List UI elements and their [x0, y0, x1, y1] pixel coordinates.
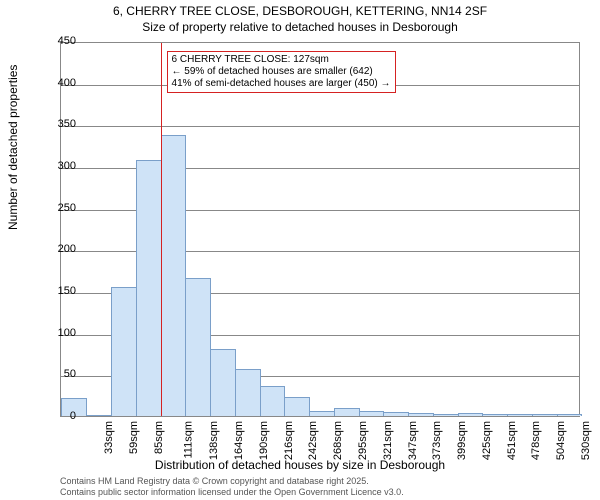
histogram-bar: [309, 411, 335, 416]
x-tick-label: 373sqm: [431, 421, 443, 460]
histogram-bar: [210, 349, 236, 416]
title-sub: Size of property relative to detached ho…: [0, 20, 600, 34]
histogram-bar: [408, 413, 434, 416]
x-tick-label: 399sqm: [456, 421, 468, 460]
footer-line-1: Contains HM Land Registry data © Crown c…: [60, 476, 369, 486]
x-tick-label: 138sqm: [209, 421, 221, 460]
x-tick-label: 425sqm: [481, 421, 493, 460]
x-tick-label: 451sqm: [506, 421, 518, 460]
histogram-bar: [532, 414, 558, 416]
x-tick-label: 295sqm: [357, 421, 369, 460]
histogram-bar: [334, 408, 360, 416]
histogram-bar: [86, 415, 112, 416]
x-tick-label: 530sqm: [580, 421, 592, 460]
histogram-bar: [111, 287, 137, 416]
annotation-line: 41% of semi-detached houses are larger (…: [172, 78, 391, 90]
histogram-bar: [284, 397, 310, 416]
x-tick-label: 216sqm: [283, 421, 295, 460]
histogram-bar: [359, 411, 385, 416]
annotation-box: 6 CHERRY TREE CLOSE: 127sqm← 59% of deta…: [167, 51, 396, 93]
x-tick-label: 347sqm: [407, 421, 419, 460]
y-tick-label: 350: [46, 118, 76, 130]
title-main: 6, CHERRY TREE CLOSE, DESBOROUGH, KETTER…: [0, 4, 600, 18]
y-tick-label: 50: [46, 368, 76, 380]
x-tick-label: 59sqm: [128, 421, 140, 454]
histogram-bar: [557, 414, 583, 416]
histogram-bar: [507, 414, 533, 416]
y-tick-label: 300: [46, 160, 76, 172]
x-tick-label: 164sqm: [233, 421, 245, 460]
marker-line: [161, 43, 162, 416]
y-tick-label: 450: [46, 35, 76, 47]
x-tick-label: 190sqm: [258, 421, 270, 460]
x-tick-label: 85sqm: [153, 421, 165, 454]
x-tick-label: 321sqm: [382, 421, 394, 460]
x-tick-label: 111sqm: [182, 421, 194, 459]
gridline: [61, 126, 579, 127]
y-tick-label: 0: [46, 410, 76, 422]
histogram-bar: [235, 369, 261, 416]
annotation-line: 6 CHERRY TREE CLOSE: 127sqm: [172, 54, 391, 66]
y-tick-label: 150: [46, 285, 76, 297]
y-tick-label: 400: [46, 77, 76, 89]
histogram-bar: [161, 135, 187, 416]
histogram-bar: [482, 414, 508, 416]
annotation-line: ← 59% of detached houses are smaller (64…: [172, 66, 391, 78]
y-axis-label: Number of detached properties: [6, 65, 20, 230]
x-tick-label: 33sqm: [103, 421, 115, 454]
y-tick-label: 100: [46, 327, 76, 339]
histogram-bar: [458, 413, 484, 416]
histogram-bar: [260, 386, 286, 416]
histogram-bar: [136, 160, 162, 416]
x-tick-label: 268sqm: [332, 421, 344, 460]
x-tick-label: 504sqm: [555, 421, 567, 460]
plot-area: 6 CHERRY TREE CLOSE: 127sqm← 59% of deta…: [60, 42, 580, 417]
histogram-bar: [433, 414, 459, 416]
chart-container: 6, CHERRY TREE CLOSE, DESBOROUGH, KETTER…: [0, 0, 600, 500]
x-tick-label: 478sqm: [530, 421, 542, 460]
histogram-bar: [185, 278, 211, 416]
histogram-bar: [383, 412, 409, 416]
y-tick-label: 200: [46, 243, 76, 255]
footer-line-2: Contains public sector information licen…: [60, 487, 404, 497]
y-tick-label: 250: [46, 202, 76, 214]
x-tick-label: 242sqm: [308, 421, 320, 460]
